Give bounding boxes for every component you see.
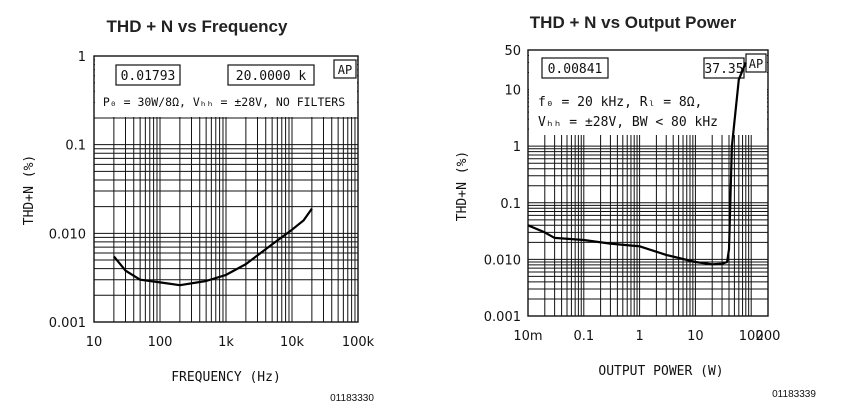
chart2-readout-power: 37.35 [704, 62, 743, 77]
x-tick-label: 1k [218, 335, 234, 350]
y-tick-label: 0.1 [500, 197, 521, 212]
chart1-series-line [113, 207, 313, 287]
chart2-series-line [527, 62, 747, 266]
chart1-readout-value-box [115, 64, 181, 86]
chart2-x-axis-label: OUTPUT POWER (W) [598, 364, 723, 379]
chart2-conditions-line1: f₀ = 20 kHz, Rₗ = 8Ω, [538, 95, 702, 110]
x-tick-label: 100 [739, 329, 764, 344]
chart1-ap-tag-box [333, 59, 357, 79]
chart1-header: 0.01793 20.0000 k AP P₀ = 30W/8Ω, Vₕₕ = … [95, 57, 357, 117]
chart1-figure-id: 01183330 [330, 393, 374, 404]
chart1-y-axis-label: THD+N (%) [22, 155, 37, 225]
chart2-plot-frame [527, 49, 769, 317]
chart2-ap-tag: AP [749, 57, 763, 71]
chart1-readout-value: 0.01793 [121, 69, 176, 84]
chart2-header: 0.00841 37.35 AP f₀ = 20 kHz, Rₗ = 8Ω, V… [529, 51, 767, 135]
chart1-conditions: P₀ = 30W/8Ω, Vₕₕ = ±28V, NO FILTERS [103, 95, 345, 109]
y-tick-label: 1 [78, 50, 86, 65]
thd-vs-output-power-chart: THD + N vs Output Power 10m 0.1 1 10 100200 … [455, 13, 816, 400]
y-tick-label: 0.001 [49, 316, 86, 331]
y-tick-label: 0.1 [65, 139, 86, 154]
chart2-y-axis-label: THD+N (%) [455, 151, 470, 221]
chart1-readout-freq: 20.0000 k [236, 69, 307, 84]
x-tick-label: 10 [687, 329, 704, 344]
y-tick-label: 0.001 [484, 310, 521, 325]
x-tick-label: 200 [756, 329, 781, 344]
chart2-conditions-line2: Vₕₕ = ±28V, BW < 80 kHz [538, 115, 718, 130]
y-tick-label: 1 [513, 140, 521, 155]
chart2-title: THD + N vs Output Power [530, 13, 737, 32]
chart1-title: THD + N vs Frequency [107, 17, 288, 36]
y-tick-label: 0.010 [49, 227, 86, 242]
x-tick-label: 100 [148, 335, 173, 350]
y-tick-label: 0.010 [484, 253, 521, 268]
y-tick-label: 10 [504, 84, 521, 99]
x-tick-label: 10m [513, 329, 542, 344]
chart1-readout-freq-box [227, 64, 315, 86]
x-tick-label: 0.1 [573, 329, 594, 344]
thd-vs-frequency-chart: THD + N vs Frequency 10 100 1k 10k 100k 1 0.1… [22, 17, 375, 404]
chart1-ap-tag: AP [338, 63, 352, 77]
chart2-readout-value: 0.00841 [548, 62, 603, 77]
x-tick-label: 1 [635, 329, 643, 344]
y-tick-label: 50 [504, 44, 521, 59]
chart1-plot-frame [93, 55, 359, 323]
x-tick-label: 10 [86, 335, 103, 350]
chart2-readout-value-box [541, 57, 609, 79]
chart1-x-axis-label: FREQUENCY (Hz) [171, 370, 281, 385]
x-tick-label: 10k [280, 335, 305, 350]
x-tick-label: 100k [342, 335, 375, 350]
chart2-figure-id: 01183339 [772, 389, 816, 400]
